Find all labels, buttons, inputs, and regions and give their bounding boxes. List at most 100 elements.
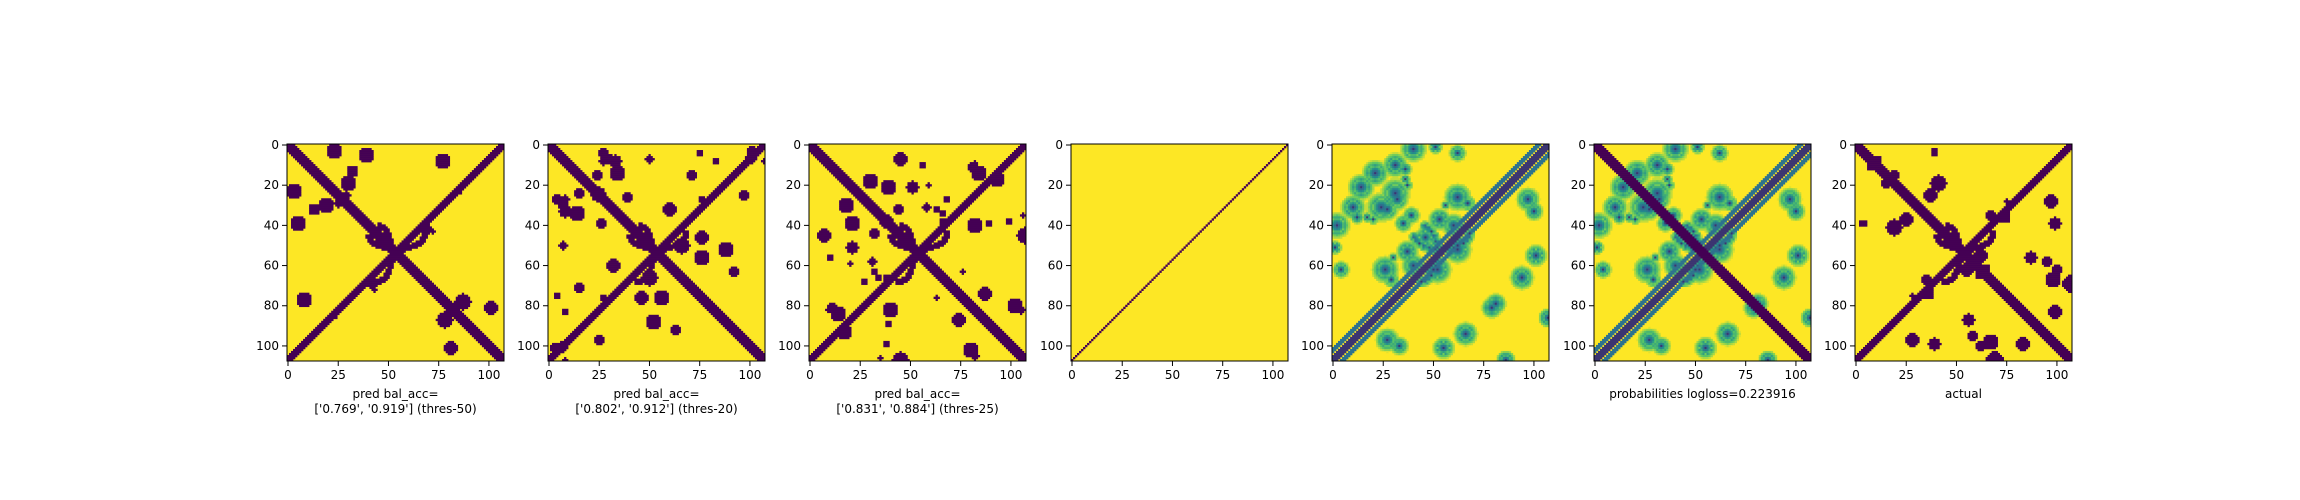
heatmap-cell [1332, 234, 1335, 237]
heatmap-cell [1394, 180, 1397, 183]
heatmap-cell [610, 168, 625, 171]
heatmap-cell [1390, 200, 1393, 203]
heatmap-cell [1462, 156, 1465, 159]
heatmap-cell [963, 348, 979, 352]
heatmap-cell [1448, 260, 1451, 263]
heatmap-cell [1518, 192, 1522, 195]
heatmap-cell [594, 308, 605, 312]
heatmap-cell [1392, 334, 1395, 338]
heatmap-cell [1334, 212, 1341, 215]
heatmap-cell [1442, 348, 1445, 352]
heatmap-cell [1432, 274, 1437, 277]
heatmap-cell [1392, 256, 1395, 259]
heatmap-cell [863, 180, 878, 183]
heatmap-cell [829, 302, 836, 306]
heatmap-cell [1416, 236, 1419, 239]
heatmap-cell [1364, 220, 1367, 223]
heatmap-cell [335, 198, 350, 201]
heatmap-cell [1109, 320, 1112, 324]
heatmap-cell [600, 148, 607, 151]
heatmap-cell [1418, 216, 1421, 219]
heatmap-cell [716, 318, 732, 322]
heatmap-cell [1354, 216, 1357, 219]
heatmap-cell [1406, 164, 1409, 167]
heatmap-cell [1412, 232, 1415, 235]
heatmap-cell [1390, 336, 1393, 340]
heatmap-cell [1005, 158, 1017, 161]
heatmap-cell [1450, 254, 1453, 257]
heatmap-cell [1372, 162, 1379, 165]
heatmap-cell [299, 162, 314, 165]
heatmap-cell [1380, 166, 1383, 169]
heatmap-cell [1350, 188, 1353, 191]
heatmap-cell [1454, 232, 1465, 235]
heatmap-cell [1506, 358, 1510, 362]
heatmap-cell [1400, 248, 1403, 251]
heatmap-cell [495, 146, 505, 149]
heatmap-cell [1404, 146, 1407, 149]
heatmap-cell [1458, 246, 1461, 249]
heatmap-cell [1654, 152, 1661, 155]
heatmap-cell [1458, 342, 1461, 346]
heatmap-cell [1416, 252, 1419, 255]
heatmap-cell [1412, 216, 1415, 219]
heatmap-cell [1456, 214, 1459, 217]
heatmap-cell [1412, 212, 1415, 215]
heatmap-cell [1406, 268, 1409, 271]
heatmap-cell [1077, 352, 1080, 356]
heatmap-cell [1402, 198, 1405, 201]
heatmap-cell [1374, 268, 1377, 271]
heatmap-cell [1458, 256, 1461, 259]
heatmap-cell [441, 200, 453, 203]
heatmap-cell [1342, 260, 1345, 263]
heatmap-cell [967, 220, 983, 223]
heatmap-cell [1402, 346, 1407, 350]
heatmap-cell [1392, 270, 1395, 273]
y-tick-label: 40 [525, 218, 540, 232]
heatmap-cell [1444, 196, 1447, 199]
x-axis-label: ['0.802', '0.912'] (thres-20) [575, 402, 737, 416]
heatmap-cell [598, 160, 623, 163]
heatmap-cell [1444, 242, 1455, 245]
heatmap-cell [1498, 302, 1504, 306]
heatmap-cell [566, 168, 581, 171]
heatmap-cell [1468, 230, 1475, 233]
heatmap-cell [1404, 244, 1407, 247]
heatmap-cell [1412, 286, 1419, 289]
heatmap-cell [1438, 236, 1441, 239]
heatmap-cell [1428, 144, 1431, 147]
heatmap-cell [1390, 262, 1393, 265]
heatmap-cell [1107, 322, 1110, 326]
heatmap-cell [1518, 280, 1522, 283]
heatmap-cell [1454, 194, 1457, 197]
heatmap-cell [1540, 146, 1550, 149]
heatmap-cell [1650, 158, 1653, 161]
heatmap-cell [1424, 248, 1427, 251]
heatmap-cell [1364, 214, 1367, 217]
heatmap-cell [1540, 206, 1544, 209]
heatmap-cell [1442, 340, 1445, 344]
heatmap-cell [1446, 260, 1449, 263]
heatmap-cell [1167, 262, 1170, 265]
heatmap-cell [1346, 204, 1349, 207]
heatmap-cell [1516, 162, 1524, 165]
heatmap-cell [1332, 214, 1335, 217]
heatmap-cell [1448, 342, 1451, 346]
heatmap-cell [981, 322, 997, 326]
heatmap-cell [1452, 234, 1463, 237]
heatmap-cell [572, 218, 583, 221]
heatmap-cell [610, 170, 625, 173]
heatmap-cell [1366, 194, 1369, 197]
heatmap-cell [1474, 204, 1481, 207]
heatmap-cell [676, 250, 687, 253]
heatmap-cell [1338, 272, 1341, 275]
heatmap-cell [1546, 312, 1550, 316]
heatmap-cell [1348, 208, 1351, 211]
heatmap-cell [1428, 250, 1435, 253]
heatmap-cell [1526, 278, 1530, 281]
heatmap-cell [1454, 336, 1457, 340]
heatmap-cell [1528, 262, 1532, 265]
heatmap-cell [1374, 312, 1385, 316]
heatmap-cell [1332, 222, 1335, 225]
heatmap-cell [951, 292, 967, 295]
